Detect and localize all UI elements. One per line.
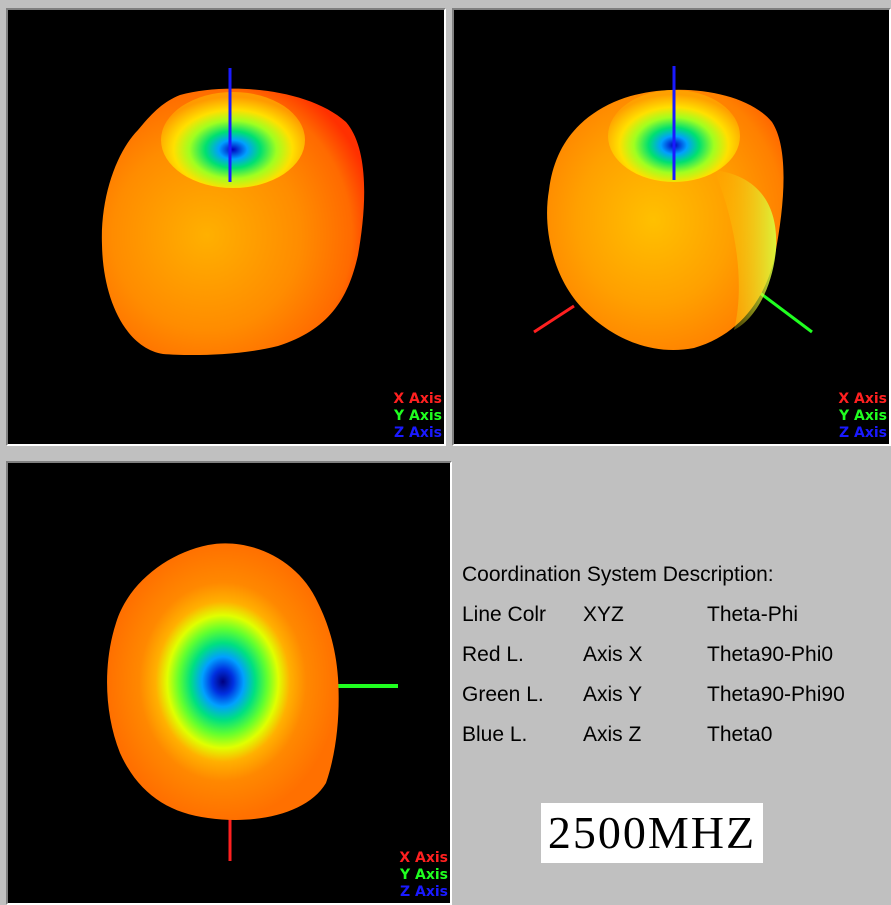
x-axis-angle: Theta90-Phi0 (707, 643, 834, 666)
axis-legend: X Axis Y Axis Z Axis (393, 391, 442, 442)
legend-y-axis: Y Axis (393, 408, 442, 424)
pattern-body (107, 543, 339, 820)
z-axis-label: Axis Z (583, 723, 642, 746)
red-line-label: Red L. (462, 643, 524, 666)
view-panel-1[interactable]: X Axis Y Axis Z Axis (6, 8, 446, 446)
y-axis-angle: Theta90-Phi90 (707, 683, 845, 706)
description-row: Green L. Axis Y Theta90-Phi90 (462, 675, 891, 715)
blue-line-label: Blue L. (462, 723, 528, 746)
x-axis-label: Axis X (583, 643, 643, 666)
view-panel-2[interactable]: X Axis Y Axis Z Axis (452, 8, 891, 446)
legend-y-axis: Y Axis (838, 408, 887, 424)
axis-legend: X Axis Y Axis Z Axis (399, 850, 448, 901)
description-row: Red L. Axis X Theta90-Phi0 (462, 635, 891, 675)
z-axis-angle: Theta0 (707, 723, 773, 746)
y-axis-line (755, 288, 813, 334)
view-panel-3[interactable]: X Axis Y Axis Z Axis (6, 461, 452, 905)
description-title: Coordination System Description: (462, 563, 774, 586)
angle-header: Theta-Phi (707, 603, 799, 626)
pattern-side-lobe (714, 170, 777, 330)
radiation-pattern-3d-view-2 (533, 66, 813, 351)
legend-x-axis: X Axis (399, 850, 448, 866)
description-row: Blue L. Axis Z Theta0 (462, 715, 891, 755)
line-color-header: Line Colr (462, 603, 547, 626)
axis-header: XYZ (583, 603, 624, 626)
radiation-pattern-3d-view-1 (101, 68, 365, 356)
legend-x-axis: X Axis (393, 391, 442, 407)
y-axis-label: Axis Y (583, 683, 643, 706)
radiation-pattern-3d-view-3 (107, 543, 398, 861)
frequency-label: 2500MHZ (541, 803, 763, 863)
legend-z-axis: Z Axis (393, 425, 442, 441)
axis-legend: X Axis Y Axis Z Axis (838, 391, 887, 442)
description-row: Line Colr XYZ Theta-Phi (462, 595, 891, 635)
legend-y-axis: Y Axis (399, 867, 448, 883)
coordinate-system-description: Coordination System Description: Line Co… (462, 555, 891, 755)
legend-z-axis: Z Axis (838, 425, 887, 441)
legend-x-axis: X Axis (838, 391, 887, 407)
green-line-label: Green L. (462, 683, 544, 706)
pattern-top-lobe (161, 92, 305, 188)
legend-z-axis: Z Axis (399, 884, 448, 900)
x-axis-line (533, 304, 575, 334)
